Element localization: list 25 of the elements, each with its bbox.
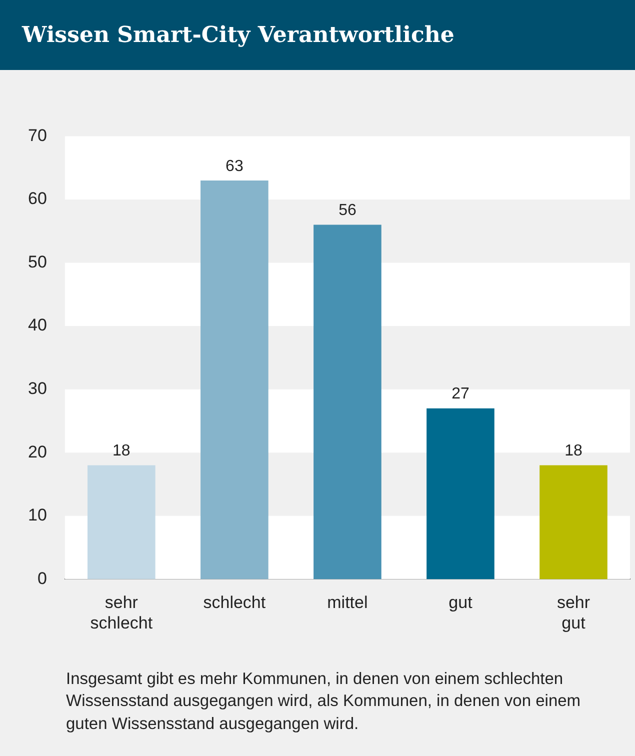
data-label: 18 xyxy=(112,442,130,460)
y-tick-label: 10 xyxy=(28,506,47,525)
x-tick-label: mittel xyxy=(327,593,368,612)
bar xyxy=(314,224,382,580)
data-label: 56 xyxy=(338,202,356,220)
bar xyxy=(426,408,494,580)
y-tick-label: 40 xyxy=(28,316,47,335)
y-tick-label: 0 xyxy=(37,568,47,588)
y-tick-label: 30 xyxy=(28,379,47,398)
data-label: 27 xyxy=(452,386,470,403)
x-tick-label: sehr schlecht xyxy=(90,593,153,632)
x-tick-label: gut xyxy=(448,593,473,612)
text: Insgesamt gibt es mehr Kommunen, in denen von einem schlechten Wissensstand ausgegangen wird, als Kommunen, in denen von einem guten Wissensstand ausgegangen wird. xyxy=(66,669,582,735)
data-label: 63 xyxy=(226,158,244,175)
y-tick-label: 60 xyxy=(28,189,47,208)
y-tick-label: 70 xyxy=(28,126,47,145)
bar xyxy=(200,180,268,580)
y-tick-label: 20 xyxy=(28,442,47,462)
data-label: 18 xyxy=(564,442,582,460)
x-tick-label: schlecht xyxy=(203,593,266,612)
y-tick-label: 50 xyxy=(28,252,47,272)
bar xyxy=(540,465,608,580)
x-tick-label: sehr gut xyxy=(556,593,590,632)
bar xyxy=(88,465,156,580)
chart-title: Wissen Smart-City Verantwortliche xyxy=(0,0,635,70)
